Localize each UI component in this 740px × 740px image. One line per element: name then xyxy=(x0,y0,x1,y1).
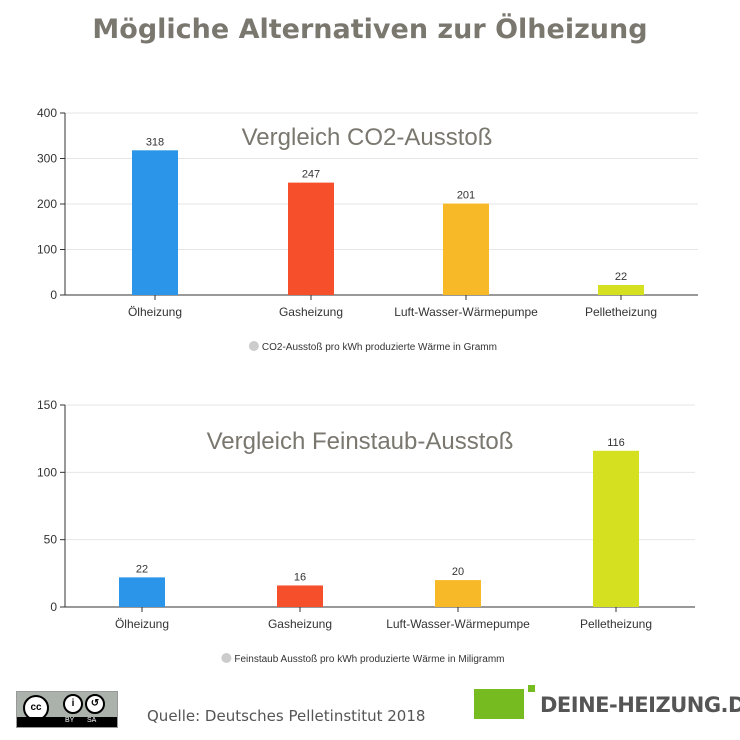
page-title: Mögliche Alternativen zur Ölheizung xyxy=(92,14,648,45)
bar-0 xyxy=(132,150,178,295)
y-tick-label: 100 xyxy=(37,465,57,479)
sa-share-alike-icon: ↺ xyxy=(85,694,105,714)
x-tick-label: Ölheizung xyxy=(128,305,182,319)
x-tick-label: Gasheizung xyxy=(279,305,343,319)
x-tick-label: Pelletheizung xyxy=(585,305,657,319)
feinstaub-chart: 0 50 100 150 Vergleich Feinstaub-Ausstoß 22 Öl… xyxy=(37,398,695,665)
sa-label: SA xyxy=(87,717,97,724)
x-tick-label: Luft-Wasser-Wärmepumpe xyxy=(394,305,538,319)
by-person-icon: i xyxy=(63,694,83,714)
legend-label: Feinstaub Ausstoß pro kWh produzierte Wä… xyxy=(234,654,504,665)
data-label: 16 xyxy=(294,571,306,583)
source-text: Quelle: Deutsches Pelletinstitut 2018 xyxy=(147,707,426,725)
y-tick-label: 200 xyxy=(37,197,57,211)
chart-title: Vergleich Feinstaub-Ausstoß xyxy=(207,428,514,455)
bar-2 xyxy=(435,580,481,607)
by-label: BY xyxy=(65,717,75,724)
y-tick-label: 400 xyxy=(37,106,57,120)
data-label: 318 xyxy=(146,136,164,148)
y-tick-label: 0 xyxy=(50,600,57,614)
y-tick-label: 50 xyxy=(44,533,58,547)
x-tick-label: Luft-Wasser-Wärmepumpe xyxy=(386,617,530,631)
logo-mark xyxy=(474,689,524,719)
data-label: 201 xyxy=(457,190,475,202)
chart-title: Vergleich CO2-Ausstoß xyxy=(242,124,493,151)
brand-name: DEINE-HEIZUNG.DE xyxy=(540,693,740,717)
bar-1 xyxy=(277,585,323,607)
x-tick-label: Gasheizung xyxy=(268,617,332,631)
x-tick-label: Pelletheizung xyxy=(580,617,652,631)
legend-label: CO2-Ausstoß pro kWh produzierte Wärme in… xyxy=(262,342,497,353)
y-tick-label: 150 xyxy=(37,398,57,412)
data-label: 22 xyxy=(136,563,148,575)
bar-0 xyxy=(119,577,165,607)
cc-icon: cc xyxy=(23,695,49,721)
legend-marker xyxy=(221,653,232,663)
legend-marker xyxy=(248,341,259,351)
y-tick-label: 100 xyxy=(37,243,57,257)
x-tick-label: Ölheizung xyxy=(115,617,169,631)
bar-1 xyxy=(288,182,334,295)
bar-3 xyxy=(593,450,639,607)
y-tick-label: 300 xyxy=(37,152,57,166)
bar-3 xyxy=(598,284,644,295)
data-label: 247 xyxy=(302,169,320,181)
data-label: 116 xyxy=(607,437,625,449)
data-label: 20 xyxy=(452,566,464,578)
data-label: 22 xyxy=(615,271,627,283)
co2-chart: 0 100 200 300 400 Vergleich CO2-Ausstoß 318 Ölh… xyxy=(37,106,698,353)
cc-by-sa-license-badge: cc i ↺ BY SA xyxy=(16,691,118,728)
y-tick-label: 0 xyxy=(50,288,57,302)
bar-2 xyxy=(443,203,489,295)
